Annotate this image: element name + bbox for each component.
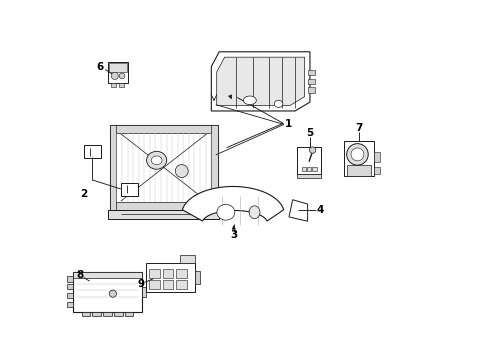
Bar xyxy=(73,272,142,278)
Ellipse shape xyxy=(109,290,116,297)
Text: 6: 6 xyxy=(97,62,104,72)
Ellipse shape xyxy=(146,151,166,169)
Bar xyxy=(92,312,101,316)
Bar xyxy=(83,145,101,158)
Text: 7: 7 xyxy=(355,123,362,133)
Bar xyxy=(66,284,73,289)
Bar xyxy=(103,312,112,316)
Bar xyxy=(346,165,371,176)
Text: 4: 4 xyxy=(315,206,323,216)
Polygon shape xyxy=(288,200,307,221)
Bar xyxy=(110,125,116,210)
Ellipse shape xyxy=(350,148,363,161)
Bar xyxy=(149,269,160,278)
Polygon shape xyxy=(182,186,283,221)
Bar xyxy=(344,141,374,176)
Text: 2: 2 xyxy=(80,189,87,199)
Bar xyxy=(180,256,195,263)
Bar xyxy=(124,312,133,316)
Bar xyxy=(66,293,73,298)
Bar xyxy=(114,312,122,316)
Bar xyxy=(110,125,217,133)
Bar xyxy=(110,83,116,87)
Bar xyxy=(119,83,124,87)
Bar xyxy=(301,167,305,171)
Bar xyxy=(66,302,73,307)
Ellipse shape xyxy=(217,204,234,220)
Ellipse shape xyxy=(119,73,124,79)
Bar xyxy=(110,202,217,210)
Bar xyxy=(163,269,173,278)
Bar xyxy=(307,69,314,75)
Bar xyxy=(307,78,314,84)
Bar xyxy=(176,280,187,289)
Polygon shape xyxy=(216,57,304,105)
Bar xyxy=(107,62,128,83)
Ellipse shape xyxy=(346,144,367,165)
Bar xyxy=(307,87,314,93)
Bar xyxy=(108,210,219,219)
Bar xyxy=(296,147,321,174)
Bar xyxy=(163,280,173,289)
Bar xyxy=(142,287,146,297)
Text: 5: 5 xyxy=(305,129,313,138)
Bar xyxy=(66,276,73,282)
Polygon shape xyxy=(211,52,309,111)
Bar xyxy=(110,125,217,210)
Bar xyxy=(312,167,316,171)
Text: 8: 8 xyxy=(76,270,83,280)
Ellipse shape xyxy=(111,72,118,80)
Text: 1: 1 xyxy=(284,120,291,129)
Ellipse shape xyxy=(274,100,282,107)
Bar xyxy=(90,148,99,156)
Bar xyxy=(211,125,217,210)
Bar xyxy=(81,312,90,316)
Bar xyxy=(121,183,138,196)
Bar xyxy=(374,152,379,162)
Bar xyxy=(306,167,310,171)
Text: 3: 3 xyxy=(230,230,237,240)
Text: 9: 9 xyxy=(138,279,144,289)
Bar xyxy=(149,280,160,289)
Bar xyxy=(126,185,136,193)
Bar xyxy=(176,269,187,278)
Ellipse shape xyxy=(151,156,162,165)
Ellipse shape xyxy=(249,206,260,219)
Bar xyxy=(108,63,127,72)
Bar xyxy=(374,167,379,174)
Ellipse shape xyxy=(175,165,188,177)
Bar xyxy=(195,271,200,284)
Bar xyxy=(296,174,321,178)
Ellipse shape xyxy=(309,147,315,153)
Bar xyxy=(73,272,142,312)
Bar xyxy=(145,263,195,292)
Ellipse shape xyxy=(243,96,256,105)
